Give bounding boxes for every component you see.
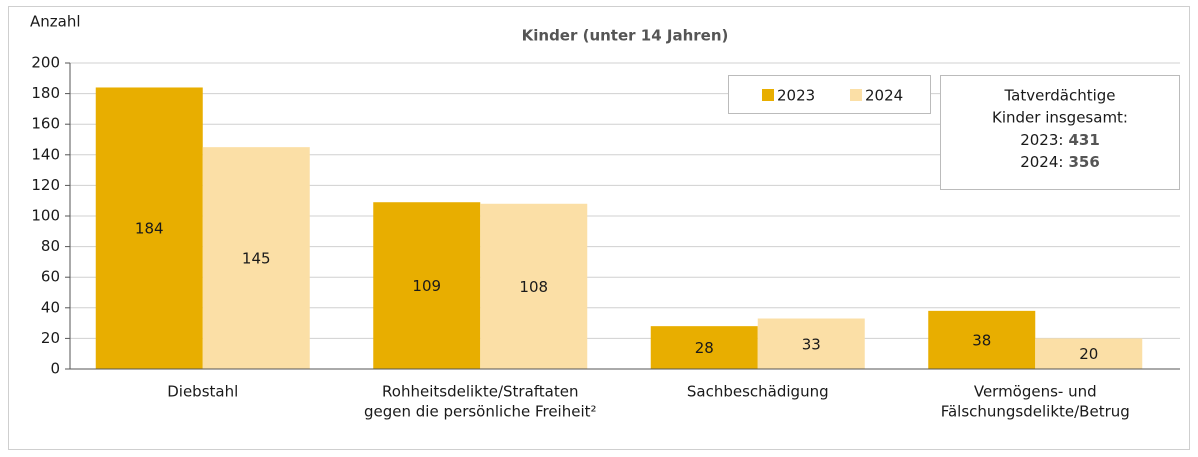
info-total-value: 431 bbox=[1068, 131, 1099, 149]
bar bbox=[202, 147, 310, 369]
info-total-value: 356 bbox=[1068, 153, 1099, 171]
legend-swatch bbox=[850, 89, 862, 101]
y-tick-label: 20 bbox=[41, 329, 60, 347]
y-tick-label: 0 bbox=[50, 360, 60, 378]
legend-label: 2024 bbox=[865, 87, 903, 105]
bar bbox=[480, 203, 588, 369]
x-tick-label: Rohheitsdelikte/Straftaten bbox=[382, 383, 578, 401]
x-tick-label: Sachbeschädigung bbox=[687, 383, 829, 401]
info-frame bbox=[940, 75, 1180, 190]
y-tick-label: 100 bbox=[31, 207, 60, 225]
value-label: 184 bbox=[135, 220, 164, 238]
x-tick-label: Vermögens- und bbox=[974, 383, 1097, 401]
info-total: 2024: 356 bbox=[1020, 153, 1100, 171]
bar bbox=[650, 326, 758, 369]
legend-label: 2023 bbox=[777, 87, 815, 105]
value-label: 20 bbox=[1079, 345, 1098, 363]
legend-swatch bbox=[762, 89, 774, 101]
legend: 2023 2024 bbox=[728, 75, 931, 114]
info-total-label: 2023: bbox=[1020, 131, 1063, 149]
bar bbox=[757, 318, 865, 369]
x-tick-label: Fälschungsdelikte/Betrug bbox=[941, 403, 1130, 421]
y-tick-label: 40 bbox=[41, 298, 60, 316]
info-total: 2023: 431 bbox=[1020, 131, 1100, 149]
y-tick-label: 180 bbox=[31, 84, 60, 102]
bar bbox=[373, 202, 481, 369]
value-label: 28 bbox=[695, 339, 714, 357]
y-axis-label: Anzahl bbox=[30, 13, 81, 31]
y-tick-label: 120 bbox=[31, 176, 60, 194]
y-tick-label: 80 bbox=[41, 237, 60, 255]
value-label: 109 bbox=[412, 277, 441, 295]
info-total-label: 2024: bbox=[1020, 153, 1063, 171]
y-tick-label: 140 bbox=[31, 145, 60, 163]
bar bbox=[928, 310, 1036, 369]
x-tick-label: Diebstahl bbox=[167, 383, 238, 401]
bar bbox=[1035, 338, 1143, 369]
value-label: 33 bbox=[802, 335, 821, 353]
value-label: 108 bbox=[519, 278, 548, 296]
value-label: 145 bbox=[242, 250, 271, 268]
frame bbox=[8, 6, 1190, 450]
y-tick-label: 60 bbox=[41, 268, 60, 286]
y-tick-label: 200 bbox=[31, 54, 60, 72]
chart-title: Kinder (unter 14 Jahren) bbox=[522, 27, 729, 45]
info-line: Tatverdächtige bbox=[1003, 87, 1115, 105]
x-tick-label: gegen die persönliche Freiheit² bbox=[364, 403, 597, 421]
bar bbox=[95, 87, 203, 369]
y-tick-label: 160 bbox=[31, 115, 60, 133]
value-label: 38 bbox=[972, 331, 991, 349]
info-line: Kinder insgesamt: bbox=[992, 109, 1128, 127]
